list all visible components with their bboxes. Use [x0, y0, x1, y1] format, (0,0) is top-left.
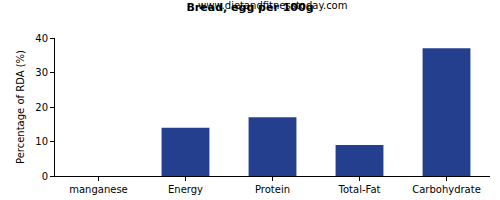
svg-text:40: 40: [35, 33, 48, 44]
svg-text:10: 10: [35, 136, 48, 147]
svg-text:20: 20: [35, 102, 48, 113]
svg-text:Energy: Energy: [168, 184, 203, 195]
svg-text:Carbohydrate: Carbohydrate: [412, 184, 481, 195]
svg-text:30: 30: [35, 67, 48, 78]
svg-text:Total-Fat: Total-Fat: [338, 184, 381, 195]
svg-text:manganese: manganese: [69, 184, 128, 195]
svg-text:Bread, egg per 100g: Bread, egg per 100g: [186, 1, 313, 14]
svg-text:0: 0: [42, 171, 48, 182]
svg-text:www.dietandfitnesstoday.com: www.dietandfitnesstoday.com: [198, 0, 347, 11]
svg-text:Protein: Protein: [255, 184, 290, 195]
svg-text:Percentage of RDA (%): Percentage of RDA (%): [15, 50, 26, 164]
